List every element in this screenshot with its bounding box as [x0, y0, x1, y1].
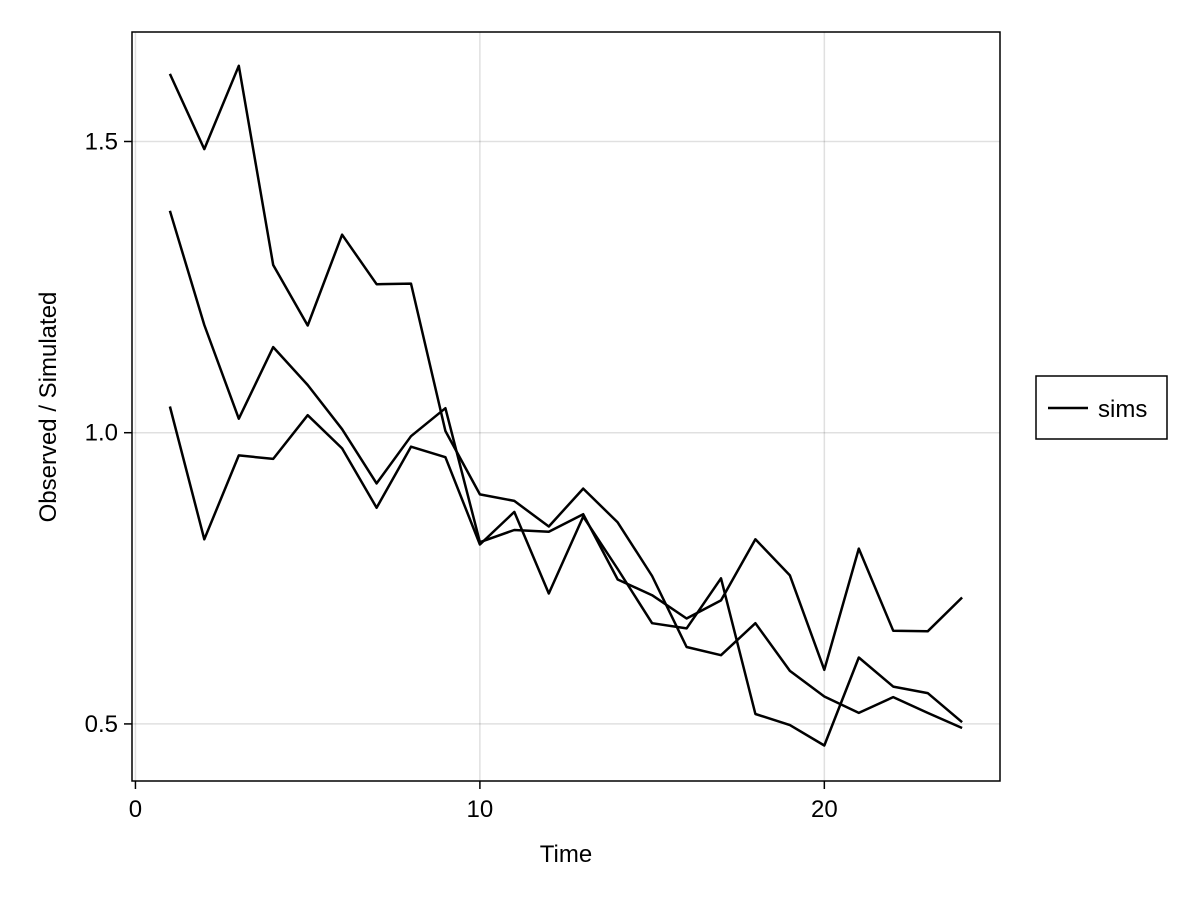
series-line-3 [168, 406, 963, 747]
legend: sims [1035, 375, 1168, 440]
x-axis-ticks: 0 10 20 [129, 781, 838, 823]
plot-frame [131, 31, 1001, 782]
series-line-2 [168, 210, 963, 672]
series-group [168, 64, 963, 747]
x-axis-label: Time [540, 841, 592, 868]
y-tick-label: 1.5 [85, 128, 118, 155]
series-line-1 [168, 64, 963, 730]
plot-background [132, 32, 1000, 781]
x-tick-label: 20 [811, 796, 838, 823]
legend-label: sims [1098, 396, 1147, 423]
y-axis-label: Observed / Simulated [35, 292, 62, 523]
y-axis-ticks: 0.5 1.0 1.5 [85, 128, 132, 738]
y-tick-label: 0.5 [85, 711, 118, 738]
x-tick-label: 0 [129, 796, 142, 823]
x-tick-label: 10 [467, 796, 494, 823]
y-tick-label: 1.0 [85, 420, 118, 447]
grid [132, 32, 1000, 781]
